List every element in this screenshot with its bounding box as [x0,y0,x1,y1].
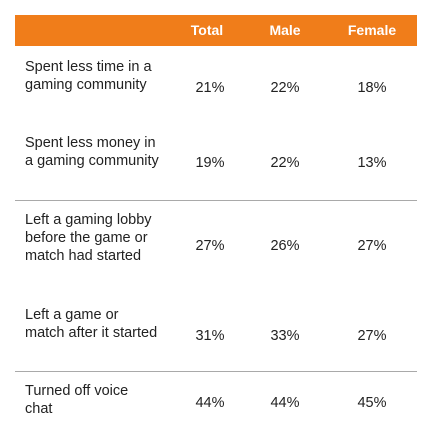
value-total: 31% [195,328,225,344]
value-male: 44% [270,395,300,411]
row-divider [15,200,417,201]
value-total: 21% [195,80,225,96]
column-header-total: Total [190,22,224,38]
table-row: Spent less time in a gaming community 21… [15,58,417,118]
value-total: 27% [195,238,225,254]
row-divider [15,371,417,372]
column-header-male: Male [269,22,301,38]
value-male: 33% [270,328,300,344]
value-female: 45% [357,395,387,411]
value-male: 26% [270,238,300,254]
value-female: 13% [357,155,387,171]
value-female: 18% [357,80,387,96]
column-header-female: Female [347,22,397,38]
row-label: Turned off voice chat [25,383,129,417]
table-row: Left a gaming lobby before the game or m… [15,211,417,289]
value-female: 27% [357,238,387,254]
value-male: 22% [270,80,300,96]
table-row: Spent less money in a gaming community 1… [15,134,417,194]
table-header: Total Male Female [15,15,417,46]
value-total: 44% [195,395,225,411]
value-female: 27% [357,328,387,344]
value-total: 19% [195,155,225,171]
row-label: Left a game or match after it started [25,307,158,341]
row-label: Left a gaming lobby before the game or m… [25,212,152,264]
row-label: Spent less money in a gaming community [25,135,159,169]
row-label: Spent less time in a gaming community [25,59,152,93]
table-row: Left a game or match after it started 31… [15,306,417,366]
value-male: 22% [270,155,300,171]
table-row: Turned off voice chat 44% 44% 45% [15,382,417,424]
